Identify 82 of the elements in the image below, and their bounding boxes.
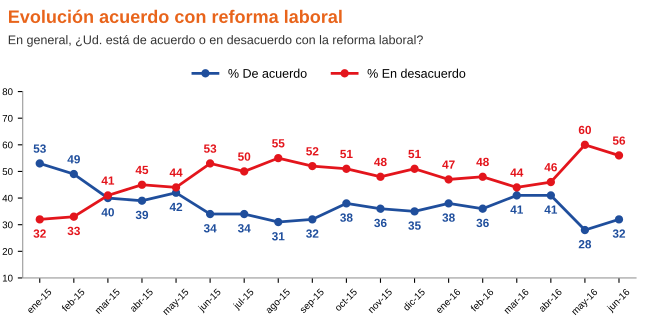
y-tick-label: 50 <box>2 168 13 176</box>
data-label: 41 <box>510 206 524 214</box>
point <box>546 191 556 200</box>
y-tick-label: 30 <box>2 221 13 228</box>
data-label: 44 <box>170 168 183 177</box>
data-label: 41 <box>102 176 114 185</box>
data-label: 34 <box>238 224 251 232</box>
data-label: 49 <box>67 155 80 164</box>
data-label: 51 <box>408 150 421 158</box>
y-tick-label: 10 <box>2 274 13 282</box>
point <box>444 175 453 184</box>
data-label: 40 <box>102 208 114 216</box>
data-label: 47 <box>442 160 455 169</box>
point <box>512 191 521 200</box>
data-label: 32 <box>306 229 318 238</box>
data-label: 55 <box>272 139 284 148</box>
data-label: 44 <box>510 168 524 177</box>
point <box>206 210 214 218</box>
chart-subtitle: En general, ¿Ud. está de acuerdo o en desacuerdo con la reforma laboral? <box>8 34 423 47</box>
point <box>36 159 44 168</box>
y-tick-label: 70 <box>2 114 13 122</box>
data-label: 34 <box>204 224 217 232</box>
point <box>410 207 419 216</box>
point <box>172 183 180 192</box>
point <box>342 199 351 208</box>
data-label: 38 <box>340 213 353 222</box>
data-label: 33 <box>68 226 80 236</box>
point <box>342 164 351 173</box>
point <box>274 218 282 226</box>
point <box>580 140 590 149</box>
data-label: 52 <box>306 147 318 156</box>
data-label: 31 <box>272 232 284 240</box>
data-label: 46 <box>544 163 557 172</box>
point <box>478 204 487 213</box>
point <box>376 172 385 181</box>
point <box>240 210 248 218</box>
data-label: 50 <box>238 152 250 161</box>
data-label: 41 <box>544 206 558 214</box>
point <box>240 167 248 176</box>
point <box>614 215 624 224</box>
data-label: 35 <box>408 221 421 230</box>
data-label: 38 <box>442 213 455 222</box>
data-label: 53 <box>204 144 216 153</box>
data-label: 42 <box>170 202 182 212</box>
data-label: 39 <box>136 210 148 220</box>
point <box>308 215 316 224</box>
data-label: 45 <box>136 166 148 174</box>
data-label: 56 <box>612 136 626 145</box>
y-tick-label: 20 <box>2 248 13 255</box>
data-label: 51 <box>340 150 353 158</box>
point <box>614 151 624 160</box>
data-label: 28 <box>578 240 592 248</box>
data-label: 36 <box>476 218 489 228</box>
y-tick-label: 40 <box>2 194 13 202</box>
data-label: 60 <box>578 126 591 134</box>
point <box>206 159 214 168</box>
point <box>546 178 556 186</box>
data-label: 48 <box>374 158 387 166</box>
point <box>274 154 282 162</box>
data-label: 32 <box>33 229 46 238</box>
legend-label: % De acuerdo <box>228 68 307 78</box>
point <box>70 170 78 178</box>
point <box>36 215 44 224</box>
legend-label: % En desacuerdo <box>368 68 466 78</box>
point <box>478 172 487 181</box>
data-label: 36 <box>374 218 387 228</box>
data-label: 32 <box>612 229 626 238</box>
point <box>138 180 146 189</box>
y-tick-label: 80 <box>2 88 13 96</box>
data-label: 53 <box>34 144 46 153</box>
point <box>580 226 590 234</box>
point <box>104 191 112 200</box>
point <box>308 162 316 170</box>
point <box>512 183 521 192</box>
point <box>444 199 453 208</box>
data-label: 48 <box>476 158 489 166</box>
point <box>138 196 146 205</box>
point <box>376 204 385 213</box>
chart-title: Evolución acuerdo con reforma laboral <box>8 10 342 24</box>
point <box>70 212 78 221</box>
point <box>410 164 419 173</box>
y-tick-label: 60 <box>2 142 13 148</box>
